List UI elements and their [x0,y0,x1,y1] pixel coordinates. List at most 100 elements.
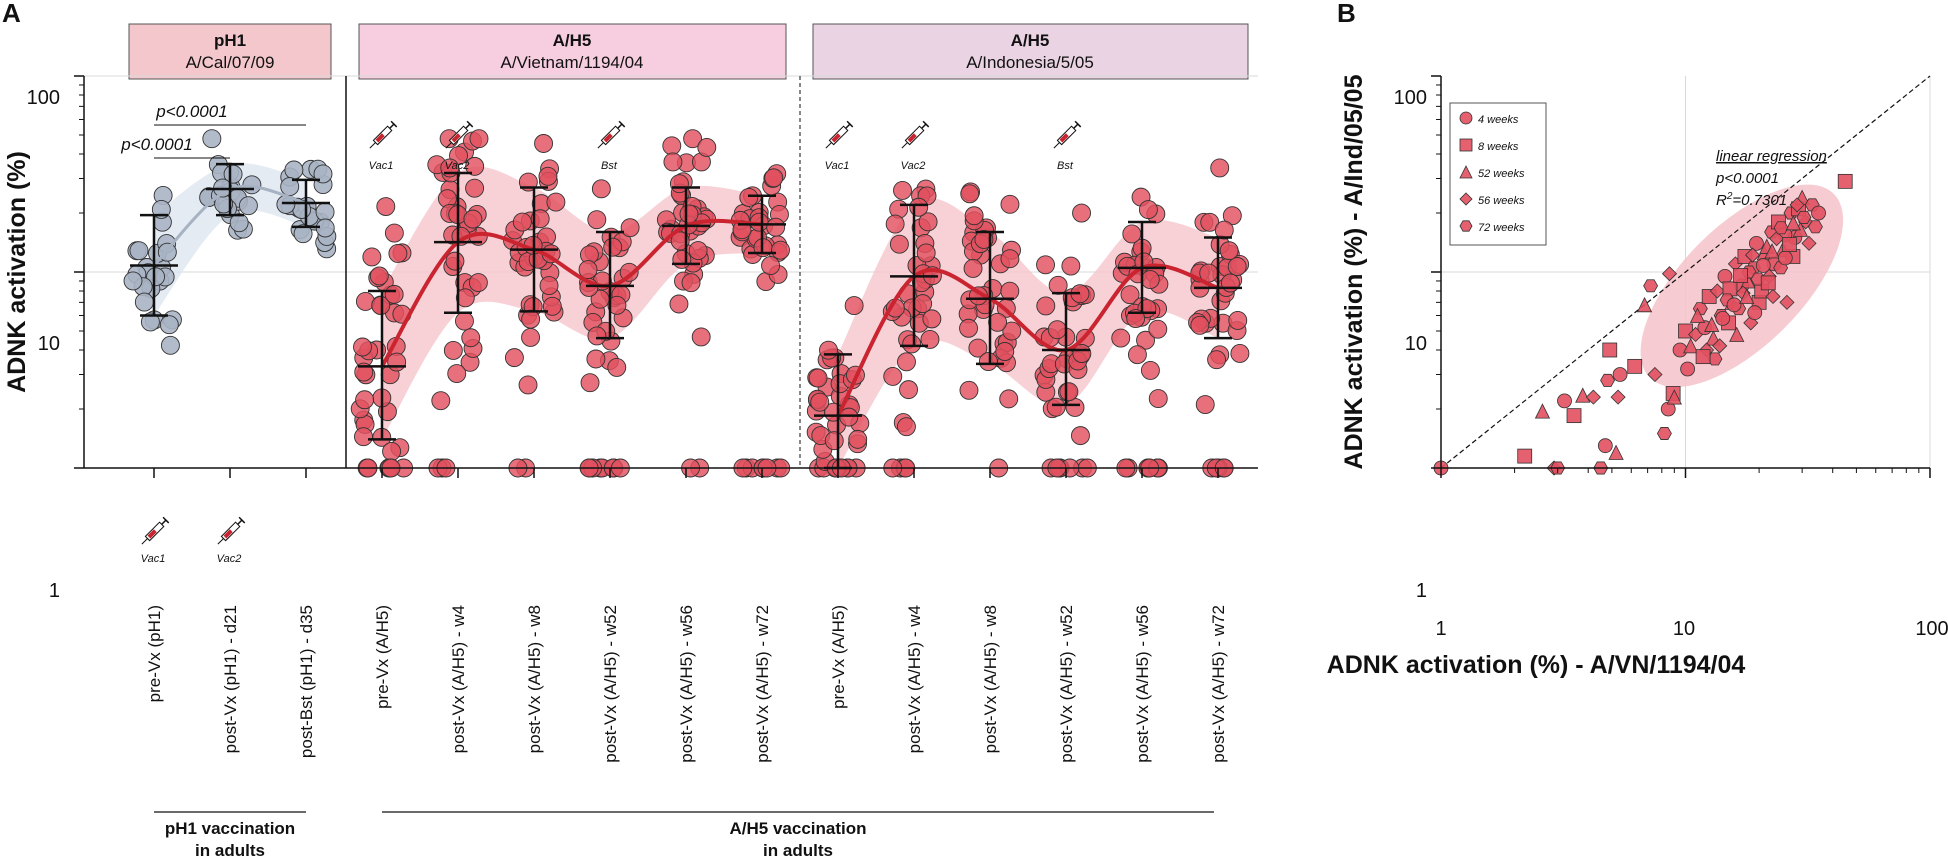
header-ph1-box [128,23,332,80]
error-bar [1194,236,1242,340]
data-point [382,441,402,461]
vac-label-vn-vac2: Vac2 [445,160,470,172]
data-point [889,234,909,254]
group-ph1-label-line1: pH1 vaccination [165,819,295,838]
syringe-handle [466,120,474,128]
syringe-handle [618,120,626,128]
data-point [1222,206,1242,226]
syringe-liquid [451,133,461,143]
data-point [1230,344,1250,363]
legend-label-56w: 56 weeks [1478,195,1525,207]
error-bar [738,194,786,255]
panel-b-letter: B [1337,0,1356,28]
data-point [1140,270,1160,290]
scatter-point [1811,205,1826,221]
data-point [160,335,180,355]
data-point [455,288,475,308]
data-point [893,181,912,200]
data-point [607,295,627,315]
data-point [697,137,717,157]
panel-b-xtick-10: 10 [1673,618,1695,640]
syringe-plunger [921,123,927,129]
syringe-icon [445,120,474,149]
data-point [1065,397,1085,417]
syringe-needle [1053,142,1060,149]
syringe-liquid [603,133,613,143]
panel-a-ytick-100: 100 [27,87,60,109]
identity-line [1440,75,1931,469]
legend-marker [1459,138,1473,152]
pvalue-top: p<0.0001 [155,102,227,121]
scatter-point [1739,288,1755,304]
data-point [607,357,627,377]
scatter-point [1600,373,1616,387]
data-point [959,380,979,400]
data-point [202,129,222,149]
category-label: post-Vx (A/H5) - w8 [525,605,544,753]
syringe-icon [141,516,170,545]
pvalue-bottom: p<0.0001 [120,135,192,154]
scatter-point [1781,237,1797,252]
data-point [1227,257,1247,276]
scatter-point [1557,393,1572,409]
scatter-point [1785,215,1801,231]
header-ph1: pH1 A/Cal/07/09 [128,23,332,80]
scatter-point [1733,268,1748,283]
scatter-point [1773,221,1789,235]
header-vietnam-box [358,23,787,80]
syringe-plunger [1073,123,1079,129]
panel-a-letter: A [2,0,21,28]
error-bar [1118,220,1166,314]
data-point [978,352,998,371]
vac-label-vn-bst: Bst [601,160,618,172]
data-point [1036,296,1056,316]
syringe-icon [1053,120,1082,149]
data-point [1138,200,1158,220]
syringe-icon [825,120,854,149]
header-vietnam-title: A/H5 [553,31,592,50]
category-label: post-Vx (A/H5) - w72 [1209,605,1228,763]
scatter-point [1796,210,1812,224]
legend-marker [1459,165,1473,179]
scatter-point [1769,231,1785,247]
data-point [964,206,984,226]
data-point [1140,360,1160,380]
data-point [670,231,690,251]
data-point [766,217,786,237]
data-point [134,292,154,312]
error-bar [130,213,178,317]
data-point [1002,321,1022,341]
data-point [899,380,918,400]
legend-marker [1459,192,1473,206]
scatter-point [1627,358,1643,374]
syringe-needle [141,538,148,545]
data-point [963,258,983,278]
scatter-point [1712,338,1728,354]
category-label: post-Vx (A/H5) - w56 [677,605,696,763]
data-point [885,214,905,234]
data-point [353,337,372,357]
regression-title: linear regression [1716,148,1827,165]
data-point [1200,212,1220,232]
data-point [896,417,916,437]
scatter-point [1837,173,1853,189]
scatter-point [1765,288,1781,305]
data-point [146,267,166,287]
scatter-point [1680,361,1696,377]
data-point [534,134,554,153]
scatter-point [1566,408,1582,424]
data-point [1214,220,1234,240]
panel-b-xtick-1: 1 [1435,618,1446,640]
category-label: post-Vx (A/H5) - w56 [1133,605,1152,763]
syringe-liquid [907,133,917,143]
data-point [140,312,160,332]
header-indonesia: A/H5 A/Indonesia/5/05 [812,23,1249,80]
syringe-plunger [845,123,851,129]
scatter-point [1747,305,1763,321]
data-point [691,327,711,347]
data-point [587,326,607,346]
error-bar [358,289,406,441]
panel-a-ytick-10: 10 [38,333,60,355]
data-point [1111,328,1131,348]
